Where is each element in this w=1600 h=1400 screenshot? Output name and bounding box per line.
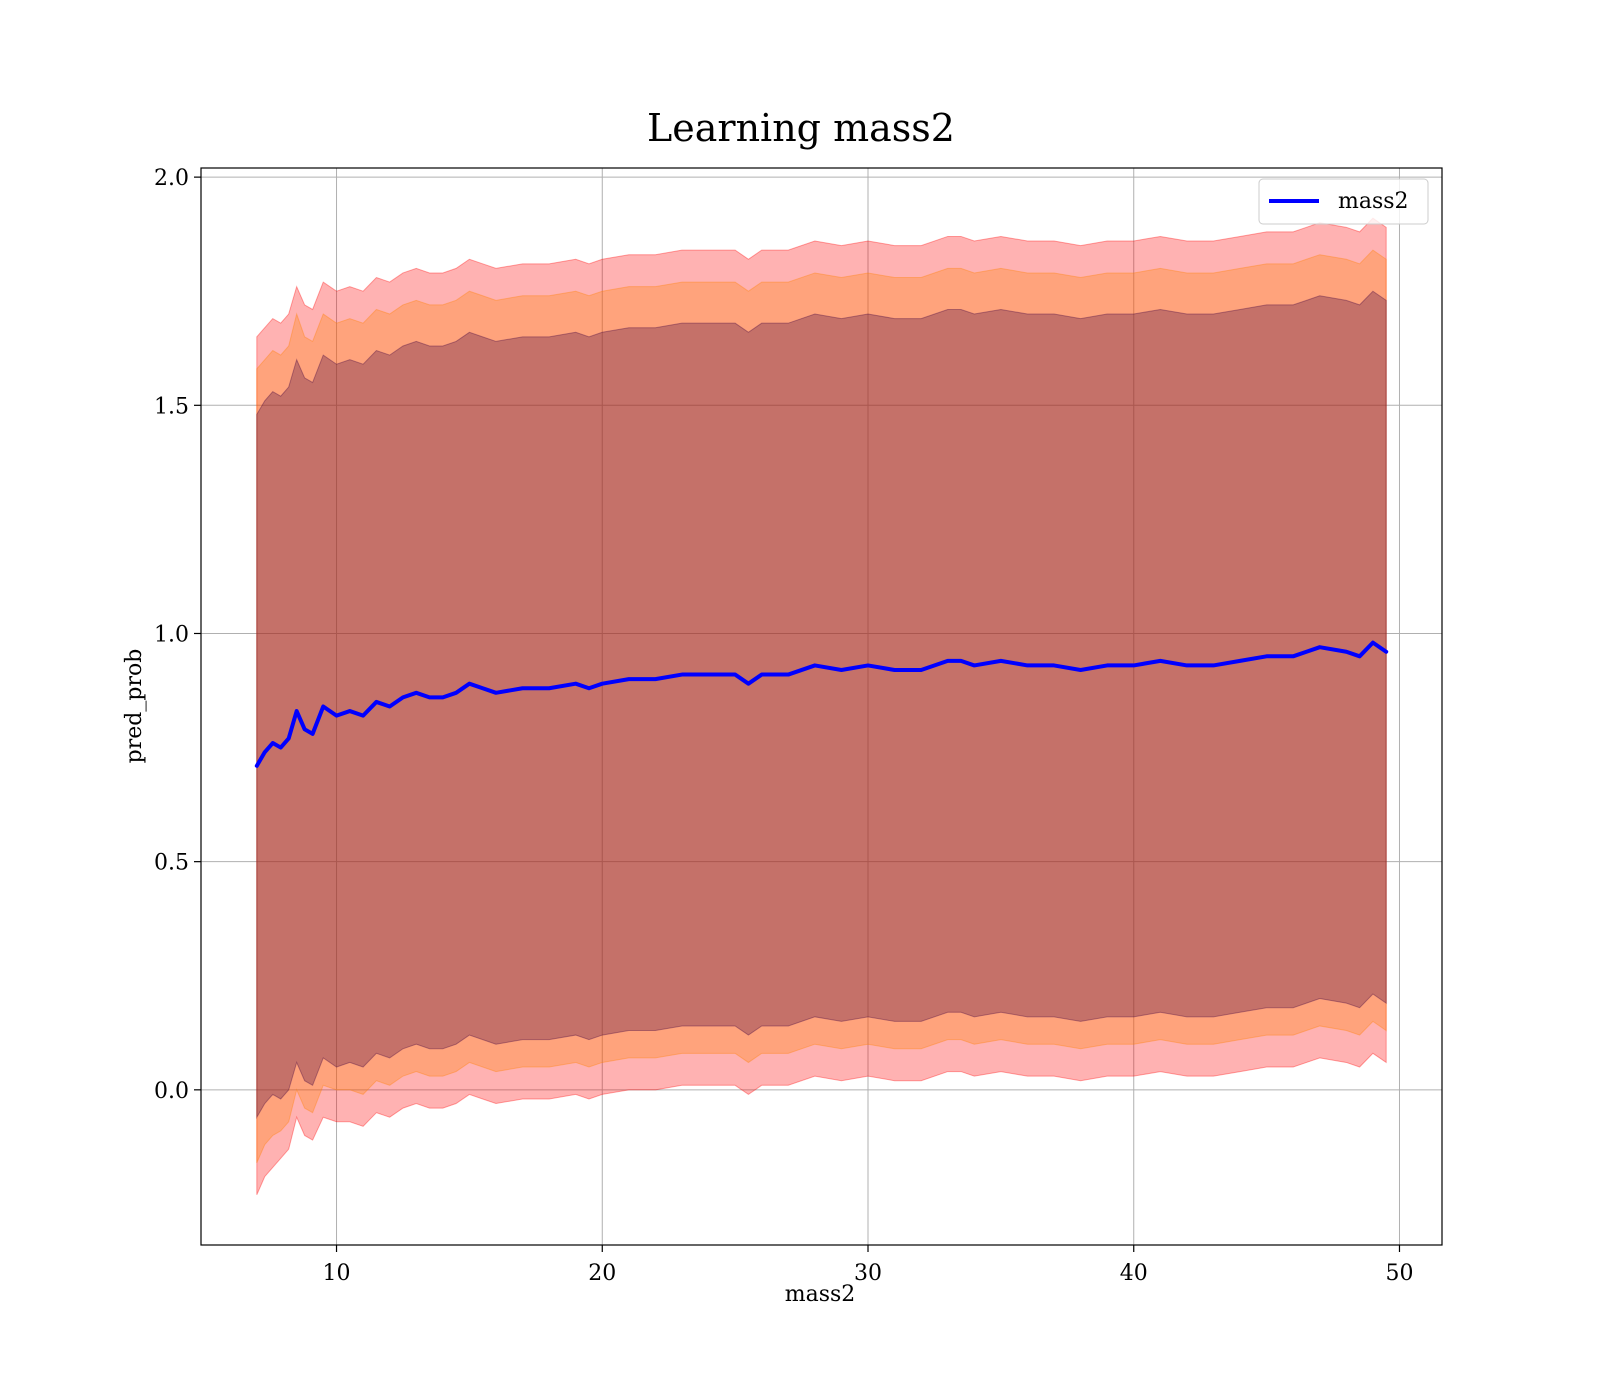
confidence-bands [256, 217, 1387, 1196]
y-tick-label: 1.0 [154, 622, 189, 647]
legend: mass2 [1258, 178, 1429, 225]
y-axis-ticks: 0.0 0.5 1.0 1.5 2.0 [154, 166, 201, 1104]
y-tick-label: 0.5 [154, 851, 189, 876]
legend-box [1258, 178, 1429, 225]
confidence-band-2 [256, 249, 1387, 1164]
legend-label: mass2 [1338, 189, 1409, 214]
plot-frame [200, 167, 1443, 1246]
grid-lines [201, 168, 1442, 1245]
plot-area [200, 167, 1443, 1246]
series-line-mass2 [254, 640, 1389, 768]
chart-title: Learning mass2 [647, 106, 955, 150]
series-lines [254, 640, 1389, 768]
y-axis-label: pred_prob [122, 649, 147, 764]
y-tick-label: 1.5 [154, 394, 189, 419]
x-tick-label: 30 [854, 1261, 882, 1286]
y-tick-label: 2.0 [154, 166, 189, 191]
confidence-band-1 [256, 217, 1387, 1196]
x-tick-label: 50 [1385, 1261, 1413, 1286]
x-tick-label: 40 [1120, 1261, 1148, 1286]
x-axis-label: mass2 [785, 1282, 856, 1307]
confidence-band-3 [256, 290, 1387, 1120]
y-tick-label: 0.0 [154, 1079, 189, 1104]
plot-background [201, 168, 1442, 1245]
x-tick-label: 20 [588, 1261, 616, 1286]
x-tick-label: 10 [323, 1261, 351, 1286]
x-axis-ticks: 10 20 30 40 50 [323, 1245, 1413, 1286]
